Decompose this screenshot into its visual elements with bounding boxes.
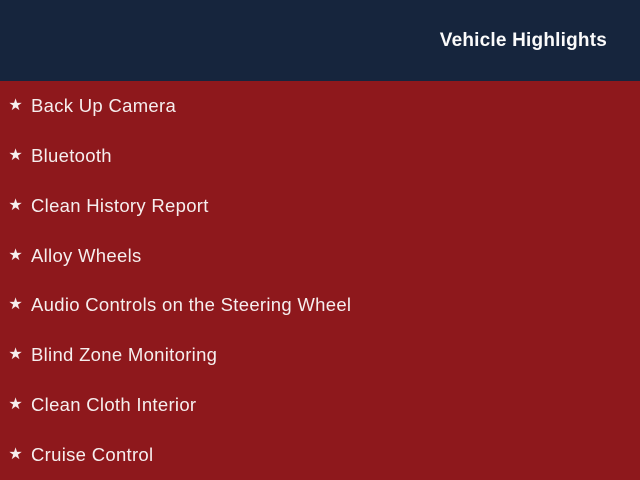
highlight-label: Back Up Camera: [31, 94, 177, 116]
list-item: ★ Back Up Camera: [0, 81, 640, 131]
star-icon: ★: [8, 146, 23, 164]
list-item: ★ Alloy Wheels: [0, 231, 640, 281]
star-icon: ★: [8, 346, 23, 364]
star-icon: ★: [8, 446, 23, 464]
highlight-label: Clean History Report: [31, 194, 209, 216]
star-icon: ★: [8, 396, 23, 414]
page-title: Vehicle Highlights: [439, 29, 607, 51]
list-item: ★ Clean History Report: [0, 181, 640, 231]
highlight-label: Alloy Wheels: [31, 244, 142, 266]
list-item: ★ Clean Cloth Interior: [0, 380, 640, 430]
star-icon: ★: [8, 296, 23, 314]
highlight-label: Bluetooth: [31, 144, 112, 166]
star-icon: ★: [8, 246, 23, 264]
list-item: ★ Cruise Control: [0, 430, 640, 480]
highlights-list: ★ Back Up Camera ★ Bluetooth ★ Clean His…: [0, 81, 640, 480]
highlight-label: Cruise Control: [31, 444, 154, 466]
highlight-label: Audio Controls on the Steering Wheel: [31, 294, 352, 316]
highlight-label: Blind Zone Monitoring: [31, 344, 218, 366]
highlight-label: Clean Cloth Interior: [31, 394, 197, 416]
header-bar: Vehicle Highlights: [0, 0, 640, 81]
list-item: ★ Bluetooth: [0, 131, 640, 181]
star-icon: ★: [8, 196, 23, 214]
star-icon: ★: [8, 96, 23, 114]
list-item: ★ Blind Zone Monitoring: [0, 330, 640, 380]
list-item: ★ Audio Controls on the Steering Wheel: [0, 281, 640, 331]
